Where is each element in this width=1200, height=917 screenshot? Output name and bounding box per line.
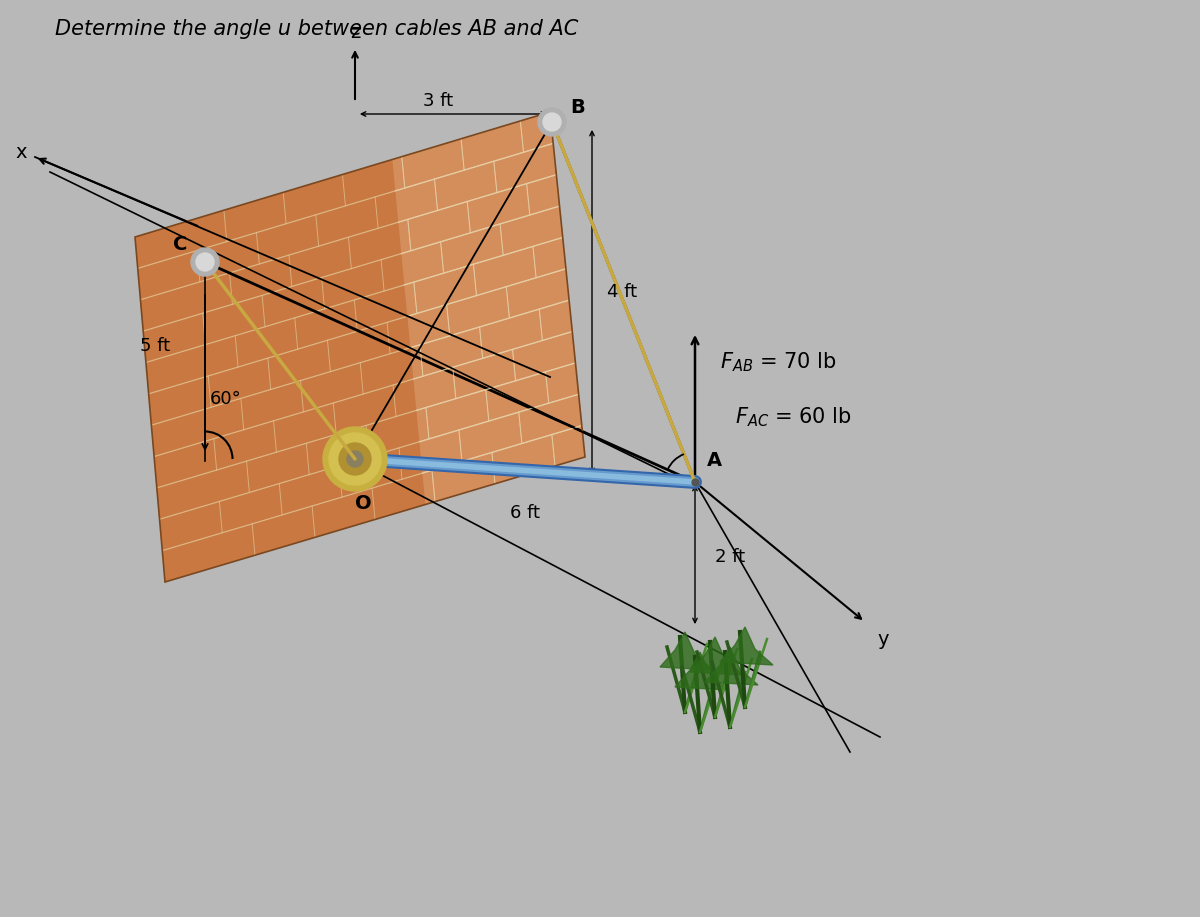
Text: 3 ft: 3 ft: [424, 92, 454, 110]
Text: Determine the angle u between cables AB and AC: Determine the angle u between cables AB …: [55, 19, 578, 39]
Circle shape: [542, 113, 562, 131]
Text: $F_{AC}$ = 60 lb: $F_{AC}$ = 60 lb: [734, 405, 852, 429]
Circle shape: [340, 443, 371, 475]
Text: 2 ft: 2 ft: [715, 548, 745, 566]
Circle shape: [347, 451, 364, 467]
Circle shape: [196, 253, 214, 271]
Text: $F_{AB}$ = 70 lb: $F_{AB}$ = 70 lb: [720, 350, 836, 374]
Text: A: A: [707, 451, 722, 470]
Polygon shape: [134, 112, 586, 582]
Circle shape: [329, 433, 382, 485]
Text: 4 ft: 4 ft: [607, 283, 637, 301]
Circle shape: [538, 108, 566, 136]
Text: z: z: [350, 23, 360, 42]
Polygon shape: [706, 647, 758, 685]
Circle shape: [191, 248, 218, 276]
Polygon shape: [720, 627, 773, 665]
Circle shape: [323, 427, 386, 491]
Polygon shape: [660, 632, 713, 670]
Text: x: x: [16, 142, 26, 161]
Text: 6 ft: 6 ft: [510, 504, 540, 522]
Polygon shape: [392, 112, 586, 504]
Text: 60°: 60°: [210, 390, 241, 408]
Text: C: C: [173, 235, 187, 254]
Text: O: O: [355, 494, 371, 513]
Text: B: B: [570, 98, 584, 117]
Polygon shape: [674, 652, 728, 690]
Text: 5 ft: 5 ft: [140, 337, 170, 355]
Text: y: y: [877, 630, 888, 649]
Polygon shape: [690, 637, 743, 675]
